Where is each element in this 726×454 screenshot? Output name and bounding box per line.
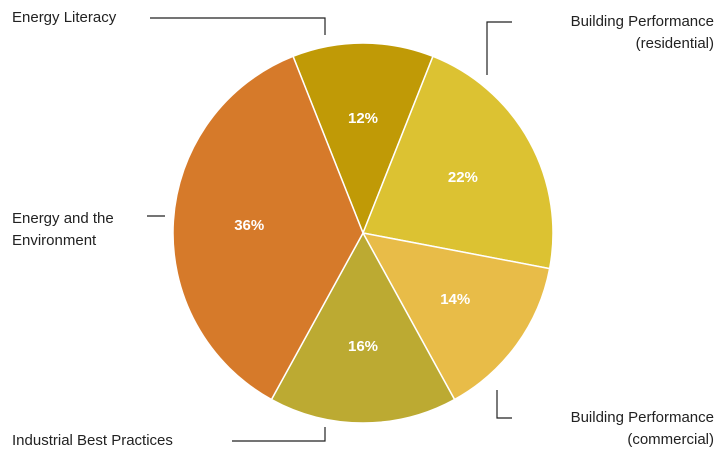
category-label: (residential) — [636, 35, 714, 52]
pie-slice — [172, 55, 364, 401]
slice-label: 16% — [348, 338, 378, 355]
category-label: Building Performance — [571, 13, 714, 30]
pie-slice — [270, 231, 456, 424]
category-label: Building Performance — [571, 409, 714, 426]
pie-slice — [361, 231, 551, 401]
leader-line — [150, 17, 326, 35]
category-label: Industrial Best Practices — [12, 432, 173, 449]
leader-line — [486, 21, 512, 75]
slice-label: 12% — [348, 110, 378, 127]
leader-line — [232, 427, 326, 442]
category-label: Energy Literacy — [12, 9, 117, 26]
category-label: Energy and the — [12, 210, 114, 227]
slice-label: 36% — [234, 217, 264, 234]
pie-slice — [361, 55, 554, 270]
category-label: Environment — [12, 232, 97, 249]
pie-slice — [292, 42, 434, 236]
slice-label: 22% — [448, 169, 478, 186]
category-label: (commercial) — [627, 431, 714, 448]
leader-line — [496, 390, 512, 419]
slice-label: 14% — [440, 291, 470, 308]
